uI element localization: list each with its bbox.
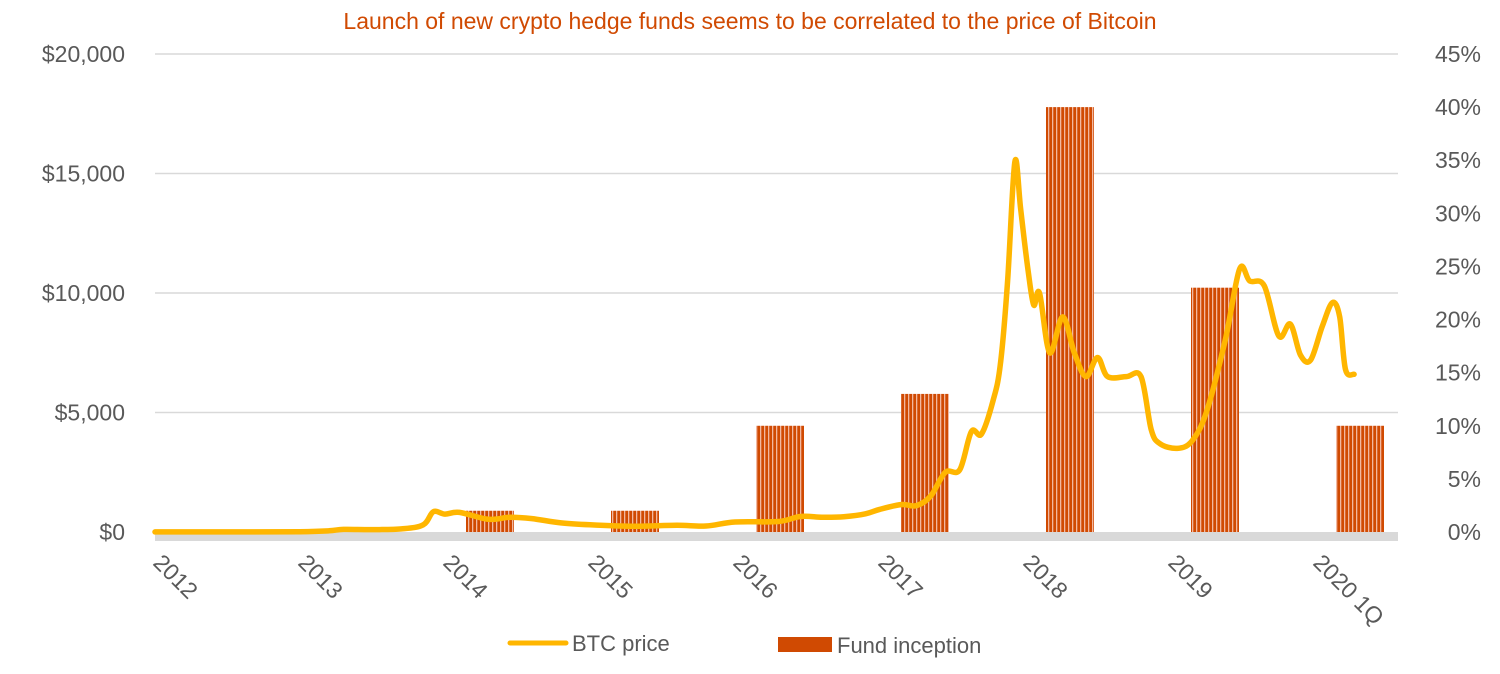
legend-fund-label: Fund inception	[837, 633, 981, 658]
right-axis-tick-label: 25%	[1435, 253, 1481, 279]
x-axis-tick-label: 2018	[1018, 549, 1073, 604]
x-axis-tick-label: 2020 1Q	[1308, 549, 1389, 630]
x-axis-baseline	[155, 532, 1398, 541]
bar-fund-inception-8	[1336, 425, 1384, 532]
gridlines	[155, 53, 1398, 414]
right-axis-tick-label: 10%	[1435, 413, 1481, 439]
legend-fund-swatch	[778, 637, 832, 652]
x-axis-tick-label: 2016	[728, 549, 783, 604]
right-axis-tick-label: 5%	[1448, 466, 1481, 492]
bar-fund-inception-6	[1046, 107, 1094, 532]
left-axis-tick-label: $0	[99, 519, 125, 545]
x-axis-tick-label: 2014	[438, 549, 493, 604]
left-axis-tick-label: $5,000	[55, 400, 125, 426]
btc-price-line-layer	[152, 156, 1357, 535]
right-axis-tick-label: 20%	[1435, 307, 1481, 333]
left-axis-tick-label: $15,000	[42, 161, 125, 187]
x-axis-tick-label: 2013	[293, 549, 348, 604]
left-axis-tick-label: $10,000	[42, 280, 125, 306]
x-axis-tick-label: 2015	[583, 549, 638, 604]
bar-fund-inception-7	[1191, 287, 1239, 532]
right-axis-tick-label: 35%	[1435, 147, 1481, 173]
right-axis-tick-label: 45%	[1435, 41, 1481, 67]
left-axis-labels: $0 $5,000 $10,000 $15,000 $20,000	[42, 41, 125, 545]
x-axis-tick-label: 2019	[1163, 549, 1218, 604]
right-axis-tick-label: 40%	[1435, 94, 1481, 120]
right-axis-labels: 0% 5% 10% 15% 20% 25% 30% 35% 40% 45%	[1435, 41, 1481, 545]
right-axis-tick-label: 15%	[1435, 360, 1481, 386]
bar-fund-inception-4	[756, 425, 804, 532]
fund-inception-bars	[466, 107, 1384, 532]
right-axis-tick-label: 0%	[1448, 519, 1481, 545]
legend-btc-label: BTC price	[572, 631, 670, 656]
left-axis-tick-label: $20,000	[42, 41, 125, 67]
legend: BTC price Fund inception	[507, 631, 981, 658]
x-axis-tick-label: 2017	[873, 549, 928, 604]
chart-title: Launch of new crypto hedge funds seems t…	[343, 8, 1157, 34]
right-axis-tick-label: 30%	[1435, 200, 1481, 226]
btc-price-line	[152, 156, 1357, 535]
x-axis-tick-label: 2012	[148, 549, 203, 604]
x-axis-labels: 2012 2013 2014 2015 2016 2017 2018 2019 2020 1Q	[148, 549, 1389, 630]
bar-fund-inception-5	[901, 393, 949, 532]
